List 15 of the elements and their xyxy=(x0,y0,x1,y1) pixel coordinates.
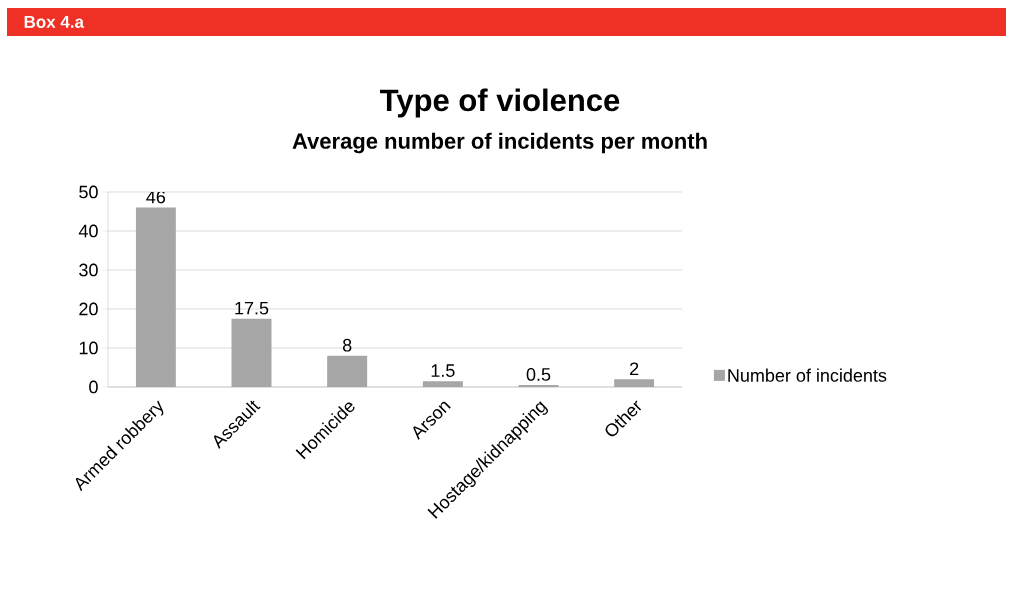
data-label: 1.5 xyxy=(431,364,455,377)
data-label: 0.5 xyxy=(526,368,551,381)
chart-title: Type of violence xyxy=(380,88,620,118)
y-tick-label: 10 xyxy=(79,341,98,355)
y-tick-label: 20 xyxy=(79,302,98,316)
chart-subtitle: Average number of incidents per month xyxy=(292,132,707,154)
y-tick-label: 40 xyxy=(78,224,98,238)
y-tick-label: 30 xyxy=(79,263,98,277)
data-label: 17.5 xyxy=(235,301,269,315)
y-tick-label: 0 xyxy=(89,380,98,394)
text: Box 4.a xyxy=(24,16,85,28)
legend-label: Number of incidents xyxy=(728,368,887,382)
data-label: 2 xyxy=(630,362,639,375)
y-tick-label: 50 xyxy=(79,185,98,199)
data-label: 8 xyxy=(342,338,352,352)
